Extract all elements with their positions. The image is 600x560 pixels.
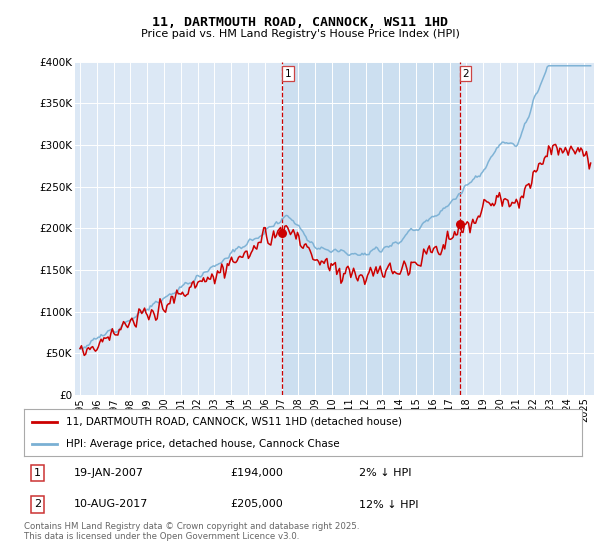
Point [455, 220, 464, 228]
Text: 2: 2 [462, 68, 469, 78]
Text: Price paid vs. HM Land Registry's House Price Index (HPI): Price paid vs. HM Land Registry's House … [140, 29, 460, 39]
Point [278, 228, 287, 237]
Text: 10-AUG-2017: 10-AUG-2017 [74, 500, 149, 510]
Text: 1: 1 [34, 468, 41, 478]
Text: 12% ↓ HPI: 12% ↓ HPI [359, 500, 418, 510]
Text: 11, DARTMOUTH ROAD, CANNOCK, WS11 1HD (detached house): 11, DARTMOUTH ROAD, CANNOCK, WS11 1HD (d… [66, 417, 402, 427]
Text: 2% ↓ HPI: 2% ↓ HPI [359, 468, 412, 478]
Bar [283, 62, 460, 395]
Text: 19-JAN-2007: 19-JAN-2007 [74, 468, 144, 478]
Text: 11, DARTMOUTH ROAD, CANNOCK, WS11 1HD: 11, DARTMOUTH ROAD, CANNOCK, WS11 1HD [152, 16, 448, 29]
Text: HPI: Average price, detached house, Cannock Chase: HPI: Average price, detached house, Cann… [66, 438, 340, 449]
Text: £205,000: £205,000 [230, 500, 283, 510]
Text: £194,000: £194,000 [230, 468, 283, 478]
Text: 1: 1 [285, 68, 292, 78]
Text: 2: 2 [34, 500, 41, 510]
Text: Contains HM Land Registry data © Crown copyright and database right 2025.
This d: Contains HM Land Registry data © Crown c… [24, 522, 359, 542]
